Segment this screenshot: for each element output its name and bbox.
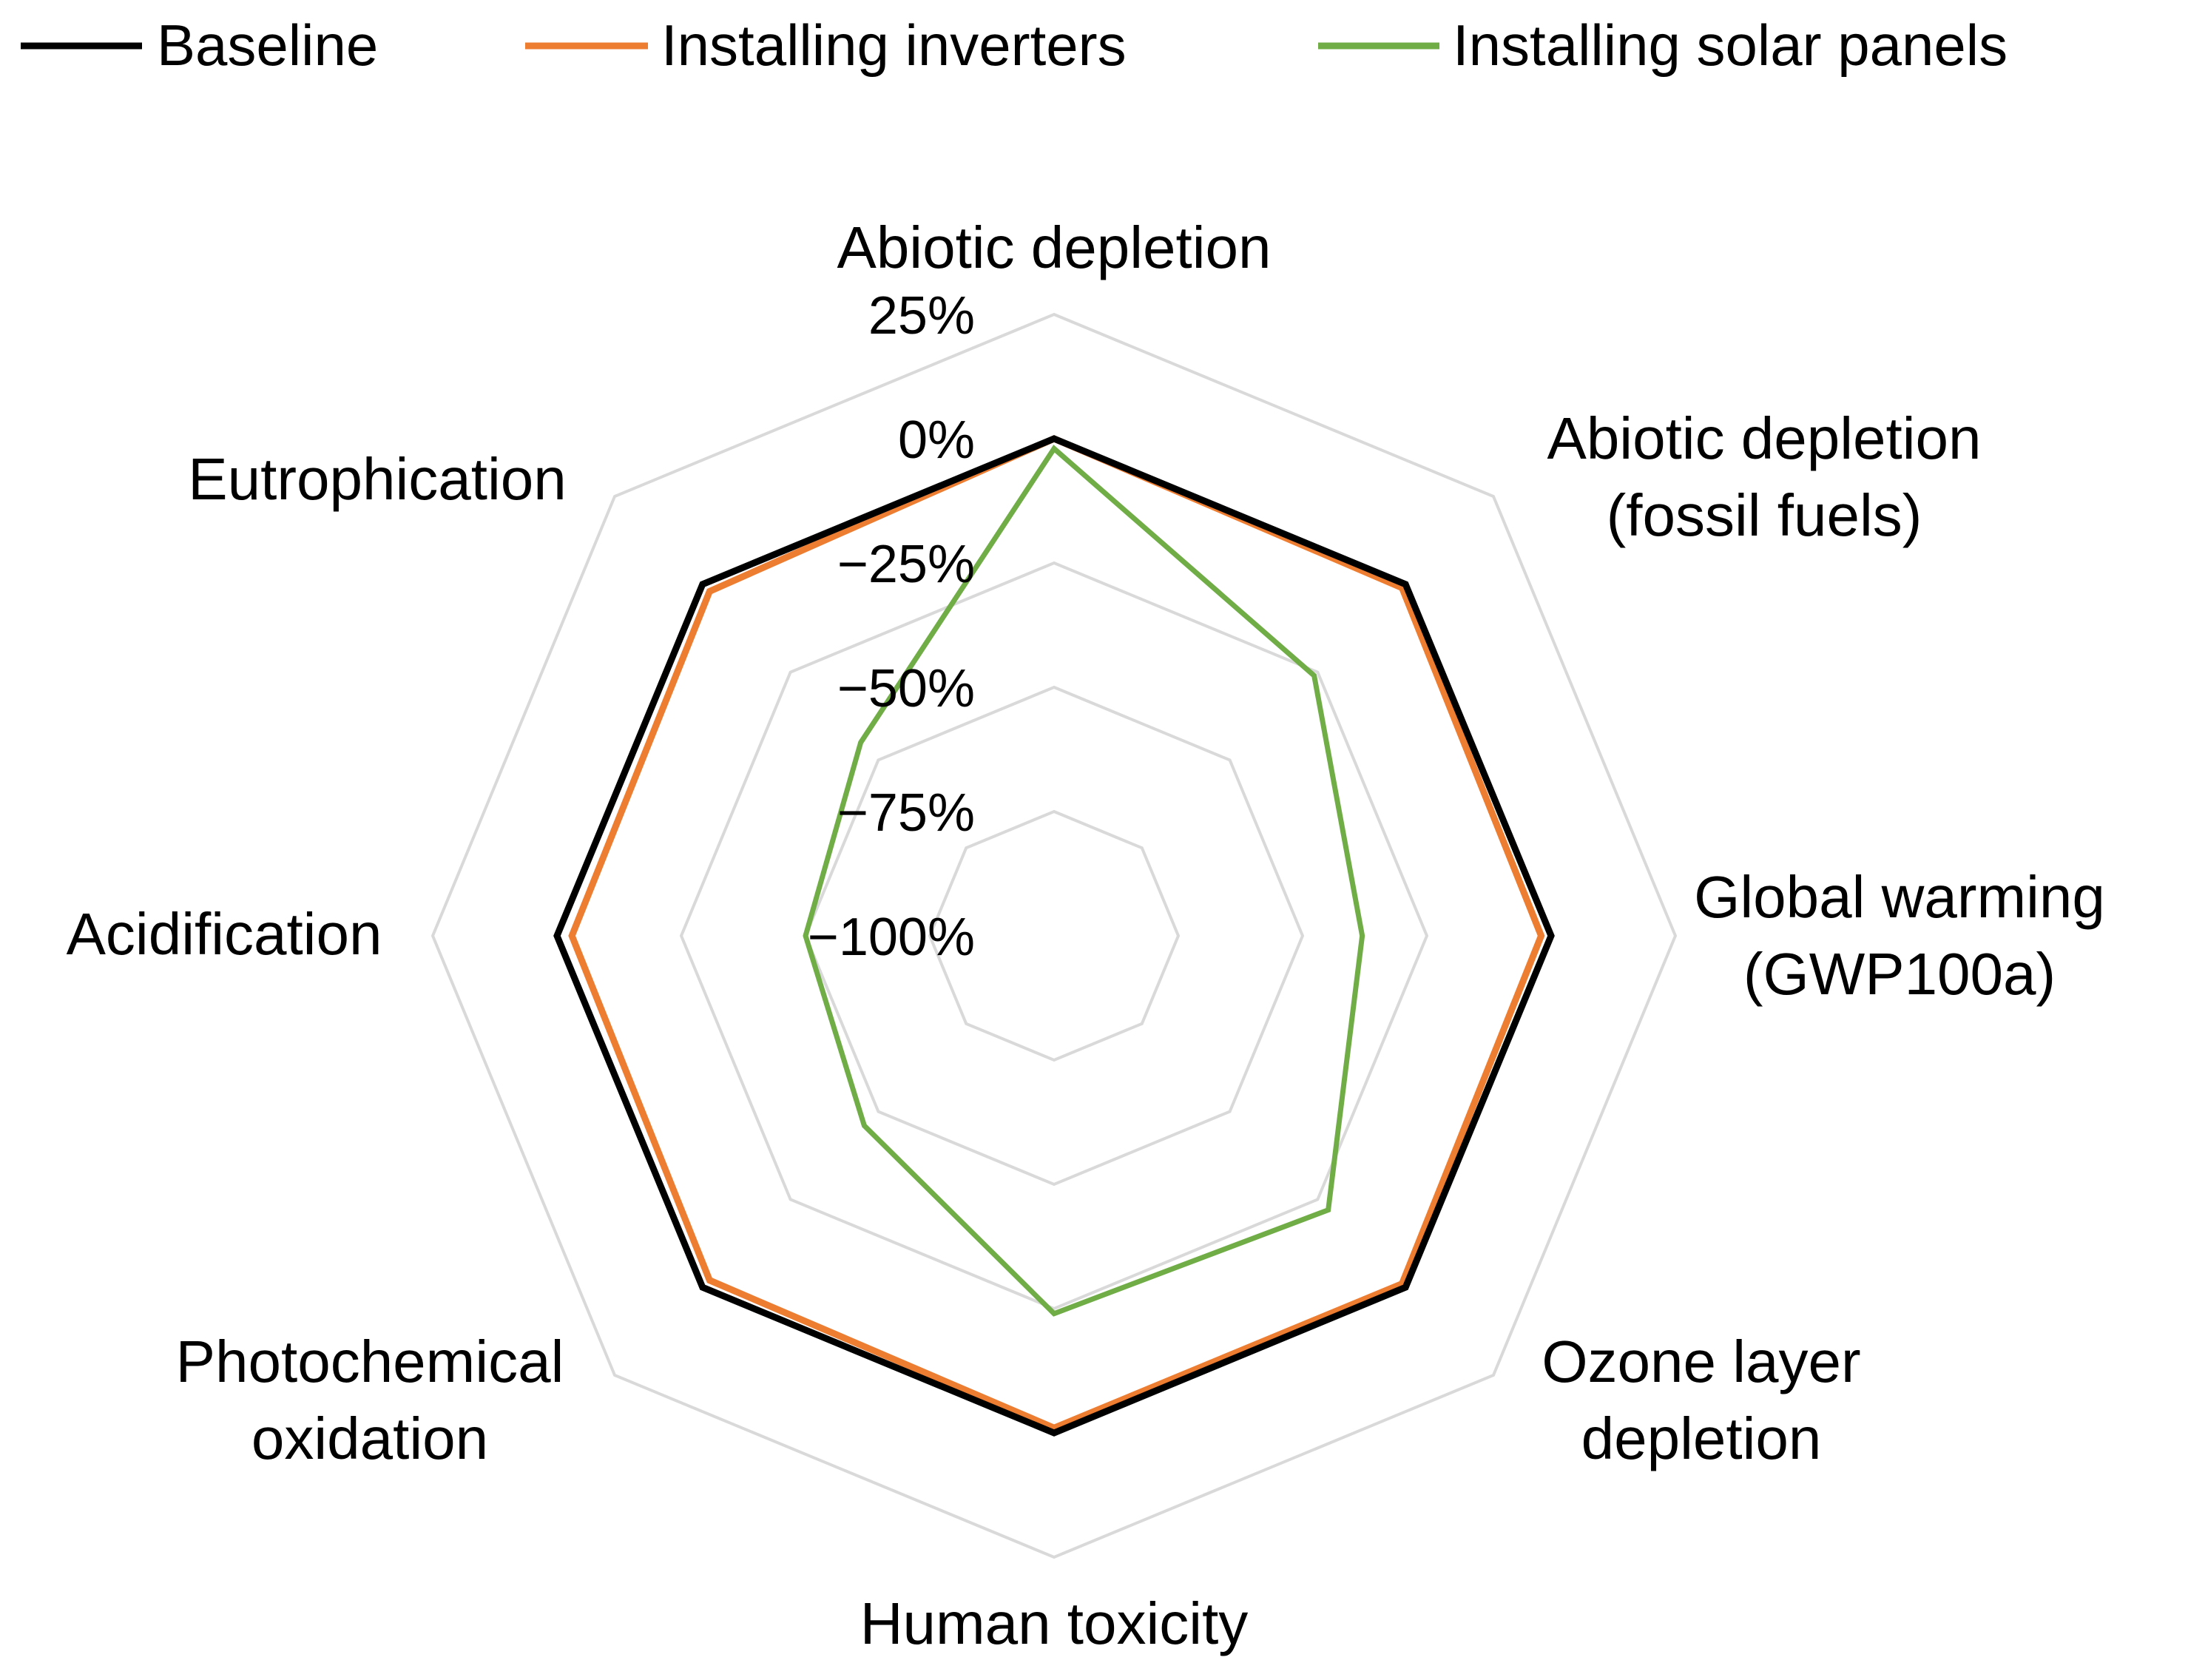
legend-label: Baseline: [157, 13, 378, 78]
category-label: Photochemical oxidation: [176, 1329, 564, 1471]
radial-tick-label: −25%: [837, 535, 975, 594]
category-label: Acidification: [67, 901, 382, 967]
radar-grid: [430, 312, 1678, 1559]
category-label: Global warming (GWP100a): [1694, 864, 2105, 1007]
grid-ring: [803, 685, 1305, 1187]
grid-ring: [679, 561, 1429, 1311]
radial-tick-label: −100%: [808, 908, 975, 967]
category-label: Human toxicity: [860, 1590, 1249, 1656]
legend-label: Installing inverters: [661, 13, 1127, 78]
radial-tick-labels: 25% 0% −25% −50% −75% −100%: [808, 286, 975, 967]
grid-ring: [430, 312, 1678, 1559]
radial-tick-label: 0%: [898, 411, 975, 470]
series-line-2: [803, 445, 1365, 1317]
radial-tick-label: −50%: [837, 659, 975, 718]
category-label: Eutrophication: [188, 446, 566, 512]
radial-tick-label: 25%: [868, 286, 975, 345]
legend: Baseline Installing inverters Installing s…: [21, 13, 2008, 78]
radial-tick-label: −75%: [837, 783, 975, 843]
legend-label: Installing solar panels: [1453, 13, 2008, 78]
radar-series: [553, 435, 1555, 1437]
grid-ring: [928, 809, 1181, 1062]
category-labels: Abiotic depletion Abiotic depletion (fossi…: [67, 215, 2105, 1656]
series-line-1: [568, 435, 1545, 1432]
category-label: Ozone layer depletion: [1542, 1329, 1860, 1471]
category-label: Abiotic depletion (fossil fuels): [1547, 405, 1981, 548]
category-label: Abiotic depletion: [837, 215, 1271, 280]
series-line-0: [553, 435, 1555, 1437]
